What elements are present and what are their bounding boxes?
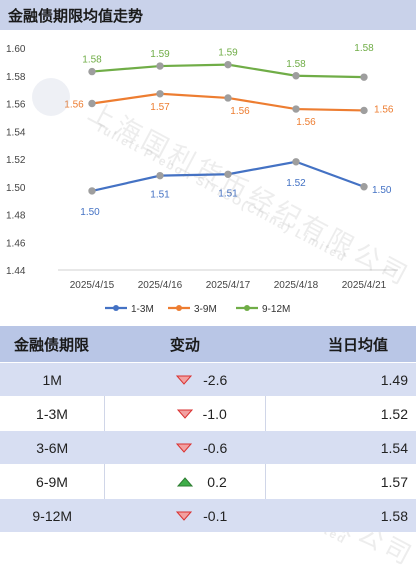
table-row: 9-12M -0.1 1.58 [0, 498, 416, 532]
header-term: 金融债期限 [0, 326, 105, 363]
y-tick-label: 1.48 [6, 211, 26, 222]
term-cell: 1-3M [0, 396, 105, 431]
data-point-9-12M [360, 73, 368, 81]
average-cell: 1.58 [265, 498, 416, 532]
data-label-3-9M: 1.57 [150, 102, 170, 113]
y-tick-label: 1.60 [6, 44, 26, 55]
change-cell: -0.6 [104, 430, 266, 465]
x-tick-label: 2025/4/15 [70, 280, 115, 291]
table-row: 1M -2.6 1.49 [0, 362, 416, 397]
change-cell: -0.1 [104, 498, 266, 532]
y-tick-label: 1.54 [6, 127, 26, 138]
line-chart: 1.44 1.46 1.48 1.50 1.52 1.54 1.56 1.58 1.60 2025… [6, 43, 398, 315]
table-header-row: 金融债期限 变动 当日均值 [0, 326, 416, 363]
data-label-3-9M: 1.56 [296, 117, 316, 128]
chart-title: 金融债期限均值走势 [8, 8, 144, 25]
legend-label-9-12M: 9-12M [262, 304, 290, 315]
data-label-3-9M: 1.56 [374, 104, 394, 115]
data-point-3-9M [360, 106, 368, 115]
data-point-1-3M [224, 170, 232, 178]
data-point-3-9M [292, 105, 300, 113]
change-value: -2.6 [203, 371, 228, 388]
x-tick-label: 2025/4/17 [206, 280, 251, 291]
average-cell: 1.52 [265, 396, 416, 431]
average-cell: 1.57 [265, 464, 416, 499]
data-point-9-12M [292, 72, 300, 80]
x-tick-label: 2025/4/16 [138, 280, 183, 291]
y-tick-label: 1.56 [6, 100, 26, 111]
triangle-down-icon [176, 443, 193, 453]
data-point-9-12M [88, 67, 96, 76]
change-cell: 0.2 [104, 464, 266, 499]
term-cell: 3-6M [0, 430, 105, 465]
y-tick-label: 1.44 [6, 266, 26, 277]
header-change: 变动 [104, 326, 266, 363]
legend-label-1-3M: 1-3M [131, 304, 154, 315]
data-point-3-9M [224, 94, 232, 102]
x-tick-label: 2025/4/18 [274, 280, 319, 291]
data-point-9-12M [224, 60, 232, 69]
triangle-up-icon [176, 476, 193, 486]
data-label-9-12M: 1.59 [150, 49, 170, 60]
average-cell: 1.49 [265, 362, 416, 397]
chart-area: 1.44 1.46 1.48 1.50 1.52 1.54 1.56 1.58 1.60 2025… [0, 30, 416, 320]
table-row: 3-6M -0.6 1.54 [0, 430, 416, 465]
triangle-down-icon [176, 511, 193, 521]
data-label-9-12M: 1.58 [82, 55, 102, 66]
change-cell: -1.0 [104, 396, 266, 431]
data-label-3-9M: 1.56 [230, 106, 250, 117]
change-value: -0.1 [203, 507, 228, 524]
data-label-1-3M: 1.51 [150, 190, 170, 201]
data-label-1-3M: 1.52 [286, 178, 306, 189]
y-tick-label: 1.52 [6, 155, 26, 166]
legend-label-3-9M: 3-9M [194, 304, 217, 315]
average-cell: 1.54 [265, 430, 416, 465]
term-cell: 9-12M [0, 498, 105, 532]
term-cell: 1M [0, 362, 105, 397]
data-label-1-3M: 1.51 [218, 188, 238, 199]
legend-marker-3-9M [176, 305, 182, 311]
change-cell: -2.6 [104, 362, 266, 397]
y-tick-label: 1.50 [6, 183, 26, 194]
data-point-1-3M [88, 187, 96, 195]
x-tick-label: 2025/4/21 [342, 280, 387, 291]
y-tick-label: 1.58 [6, 72, 26, 83]
data-point-3-9M [156, 90, 164, 98]
header-average: 当日均值 [265, 326, 416, 363]
triangle-down-icon [176, 375, 193, 385]
term-average-table: 金融债期限 变动 当日均值 1M -2.6 1.49 1-3M -1.0 1.52 3-6M… [0, 326, 416, 532]
data-point-9-12M [156, 62, 164, 70]
data-point-1-3M [292, 158, 300, 166]
data-label-1-3M: 1.50 [372, 185, 392, 196]
table-row: 1-3M -1.0 1.52 [0, 396, 416, 431]
data-label-9-12M: 1.58 [354, 43, 374, 54]
data-label-9-12M: 1.58 [286, 59, 306, 70]
table-row: 6-9M 0.2 1.57 [0, 464, 416, 499]
term-cell: 6-9M [0, 464, 105, 499]
y-tick-label: 1.46 [6, 238, 26, 249]
data-point-1-3M [156, 171, 164, 180]
data-label-1-3M: 1.50 [80, 207, 100, 218]
change-value: 0.2 [207, 473, 227, 490]
data-label-9-12M: 1.59 [218, 48, 238, 59]
change-value: -1.0 [202, 405, 227, 422]
change-value: -0.6 [203, 439, 228, 456]
legend-marker-1-3M [113, 305, 119, 311]
data-point-1-3M [360, 183, 368, 191]
title-bar: 金融债期限均值走势 [0, 0, 416, 30]
data-point-3-9M [88, 99, 96, 108]
data-label-3-9M: 1.56 [64, 100, 84, 111]
legend-marker-9-12M [244, 305, 250, 311]
triangle-down-icon [176, 409, 193, 419]
